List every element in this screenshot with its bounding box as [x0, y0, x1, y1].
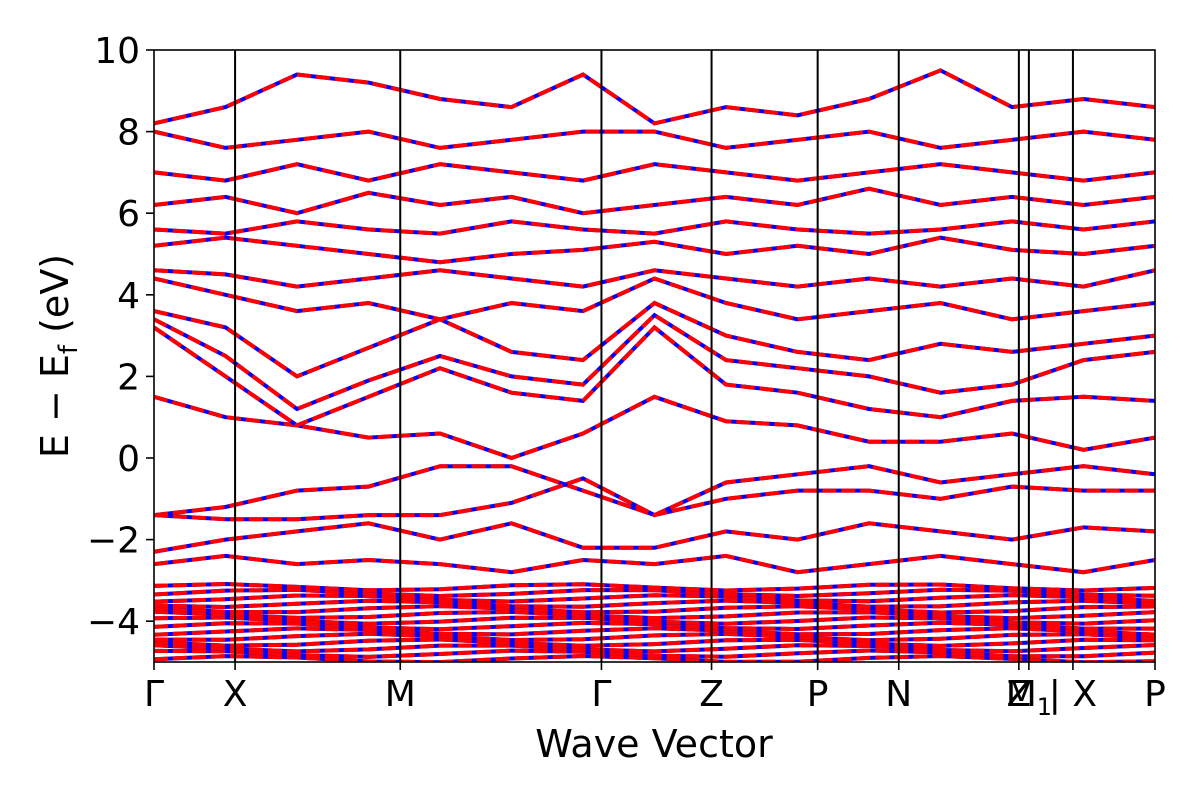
y-axis-label-unit: (eV): [33, 254, 77, 345]
x-tick-label-text-0: Γ: [144, 674, 164, 715]
y-tick-label-1: −2: [87, 521, 140, 562]
band-line-red-core-11: [154, 593, 1155, 604]
band-line-red-core-0: [154, 653, 1155, 662]
x-tick-label-text-6: N: [885, 674, 912, 715]
x-tick-label-text-4: Z: [699, 674, 724, 715]
x-tick-label-7: Z: [1007, 674, 1032, 715]
x-tick-label-3: Γ: [591, 674, 611, 715]
band-line-red-7: [154, 268, 1155, 289]
band-line-red-13: [154, 68, 1155, 126]
band-line-red-15: [154, 553, 1155, 575]
band-line-red-core-10: [154, 598, 1155, 610]
band-line-red-3: [154, 324, 1155, 428]
band-line-red-core-4: [154, 631, 1155, 643]
plot-frame: [153, 49, 1156, 663]
band-line-red-core-3: [154, 637, 1155, 648]
y-axis-label-sub: f: [54, 344, 84, 354]
band-line-red-4: [154, 312, 1155, 412]
band-line-red-core-1: [154, 648, 1155, 659]
band-line-red-12: [154, 129, 1155, 150]
x-tick-label-0: Γ: [144, 674, 164, 715]
y-axis-label-base: E − E: [33, 354, 77, 458]
band-line-red-5: [154, 300, 1155, 379]
band-line-red-core-9: [154, 604, 1155, 615]
x-tick-label-sub-8: 1: [1037, 693, 1052, 721]
x-tick-label-text-3: Γ: [591, 674, 611, 715]
band-line-red-9: [154, 219, 1155, 236]
x-tick-label-8: M1: [1006, 674, 1052, 721]
band-line-blue-13: [154, 68, 1155, 126]
band-line-red-core-8: [154, 609, 1155, 621]
band-line-red-2: [154, 394, 1155, 461]
band-line-red-core-2: [154, 643, 1155, 654]
band-line-red-10: [154, 186, 1155, 216]
band-line-blue-3: [154, 324, 1155, 428]
band-line-red-core-13: [154, 581, 1155, 593]
band-line-red-1: [154, 464, 1155, 522]
band-line-red-core-6: [154, 620, 1155, 632]
y-tick-label-2: 0: [117, 439, 140, 480]
x-tick-label-text-8: M: [1006, 674, 1037, 715]
band-line-red-core-5: [154, 626, 1155, 637]
x-tick-label-10: P: [1144, 674, 1166, 715]
band-line-red-core-7: [154, 615, 1155, 626]
x-tick-label-5: P: [807, 674, 829, 715]
x-tick-label-9: | X: [1049, 674, 1097, 715]
x-tick-label-text-7: Z: [1007, 674, 1032, 715]
bands-layer: [154, 68, 1155, 662]
x-tick-label-text-5: P: [807, 674, 829, 715]
band-line-red-core-12: [154, 587, 1155, 599]
x-tick-label-4: Z: [699, 674, 724, 715]
y-tick-label-4: 4: [117, 276, 140, 317]
high-symmetry-lines: [234, 50, 1074, 662]
x-axis-label: Wave Vector: [535, 722, 773, 766]
y-tick-label-0: −4: [87, 602, 140, 643]
band-line-red-11: [154, 162, 1155, 183]
y-tick-label-7: 10: [94, 31, 140, 72]
x-tick-label-1: X: [223, 674, 248, 715]
x-tick-label-text-9: | X: [1049, 674, 1097, 715]
band-line-red-6: [154, 276, 1155, 322]
x-tick-label-text-1: X: [223, 674, 248, 715]
x-tick-label-2: M: [385, 674, 416, 715]
band-line-red-8: [154, 235, 1155, 265]
y-tick-label-6: 8: [117, 113, 140, 154]
band-line-red-14: [154, 521, 1155, 554]
y-tick-label-3: 2: [117, 357, 140, 398]
y-axis-ticks: −4 −2 0 2 4 6 8 10: [87, 31, 154, 643]
x-tick-label-text-2: M: [385, 674, 416, 715]
y-tick-label-5: 6: [117, 194, 140, 235]
x-tick-label-text-10: P: [1144, 674, 1166, 715]
x-tick-label-6: N: [885, 674, 912, 715]
y-axis-label: E − Ef (eV): [33, 254, 84, 458]
